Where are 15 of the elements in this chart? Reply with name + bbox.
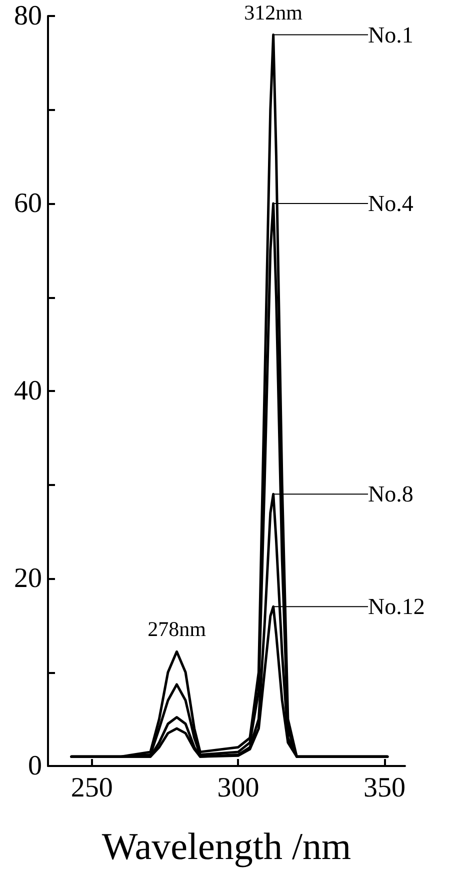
y-tick-label: 0 xyxy=(28,750,42,782)
x-tick-label: 350 xyxy=(364,772,406,804)
legend-label: No.8 xyxy=(368,482,414,507)
x-axis-title: Wavelength /nm xyxy=(102,826,352,868)
y-tick-label: 60 xyxy=(14,188,42,219)
y-tick-label: 20 xyxy=(14,563,42,594)
annotation: 278nm xyxy=(148,617,206,642)
legend-label: No.12 xyxy=(368,594,425,620)
y-tick-label: 40 xyxy=(14,376,42,406)
legend-label: No.4 xyxy=(368,191,414,216)
x-tick-label: 250 xyxy=(70,772,113,804)
annotation: 312nm xyxy=(244,0,302,24)
x-tick-label: 300 xyxy=(217,772,260,804)
legend-label: No.1 xyxy=(368,22,414,48)
y-tick-label: 80 xyxy=(14,0,42,32)
